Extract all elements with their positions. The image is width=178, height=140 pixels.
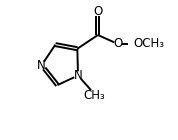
Text: OCH₃: OCH₃: [134, 37, 165, 50]
Text: CH₃: CH₃: [83, 89, 105, 102]
Text: O: O: [113, 37, 122, 50]
Text: N: N: [37, 59, 46, 72]
Text: O: O: [93, 5, 103, 18]
Text: N: N: [74, 69, 82, 82]
